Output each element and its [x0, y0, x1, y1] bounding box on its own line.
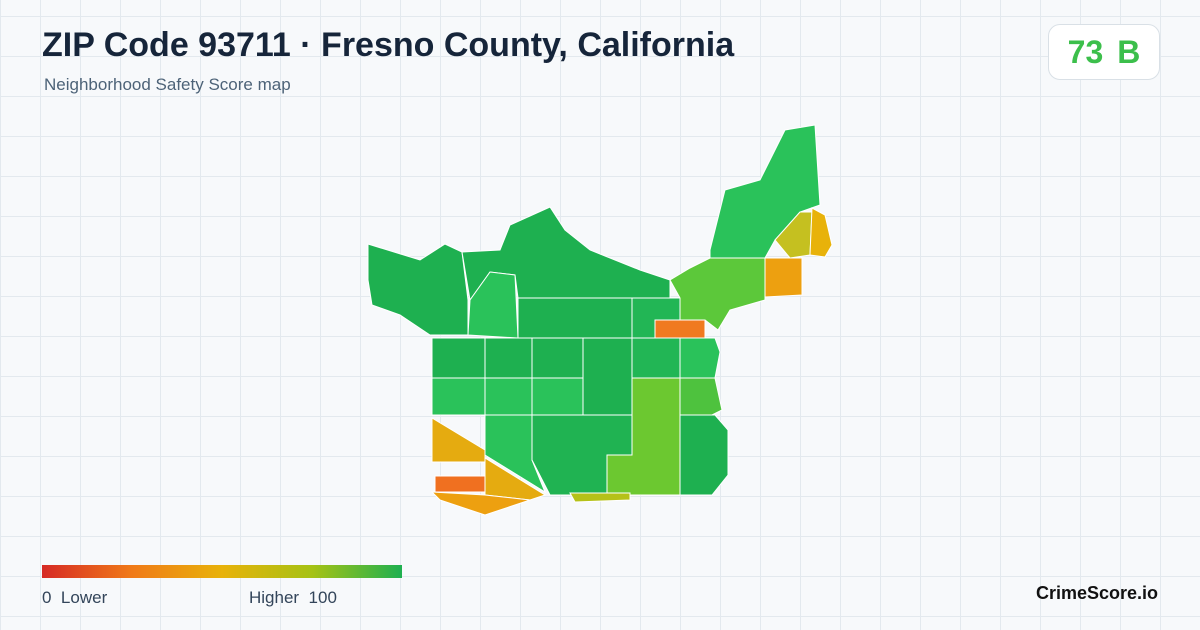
area: [484, 377, 533, 416]
area: [669, 257, 766, 331]
area: [654, 319, 706, 339]
area: [809, 207, 833, 258]
area: [431, 337, 486, 379]
legend-max-value: 100: [308, 588, 337, 607]
area: [431, 377, 486, 416]
area: [430, 491, 531, 516]
area: [679, 377, 723, 416]
area: [434, 475, 486, 493]
area: [582, 337, 633, 416]
area: [484, 414, 547, 494]
area: [531, 337, 584, 379]
legend-min: 0 Lower: [42, 588, 107, 608]
legend-min-value: 0: [42, 588, 52, 607]
area: [531, 377, 584, 416]
title: ZIP Code 93711 · Fresno County, Californ…: [42, 26, 735, 64]
area: [679, 414, 729, 496]
area: [531, 414, 633, 496]
legend-min-label: Lower: [60, 588, 108, 607]
score: 73: [1067, 33, 1104, 70]
grade: B: [1117, 33, 1141, 70]
subtitle: Neighborhood Safety Score map: [44, 75, 291, 94]
area: [764, 257, 803, 298]
area: [517, 297, 633, 339]
area: [431, 417, 486, 463]
legend-max-label: Higher: [249, 588, 300, 607]
brand: CrimeScore.io: [1036, 583, 1159, 603]
legend-max: Higher 100: [249, 588, 337, 608]
legend-gradient: [42, 565, 402, 578]
area: [367, 243, 469, 336]
score-badge: 73 B: [1048, 24, 1160, 80]
area: [679, 337, 721, 379]
area: [484, 337, 533, 379]
area: [631, 337, 681, 379]
area: [467, 271, 519, 339]
area: [569, 492, 631, 503]
